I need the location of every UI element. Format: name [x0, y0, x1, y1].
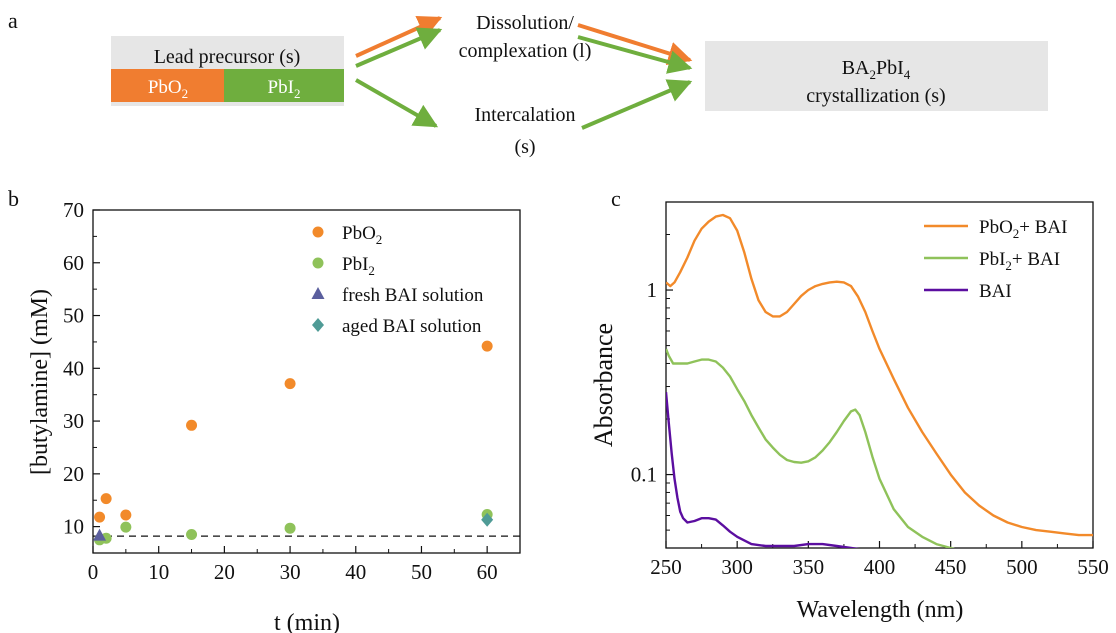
x-tick-label: 450 [935, 555, 967, 579]
panel-c-lines [666, 213, 1093, 548]
arrow-green-down [355, 78, 439, 128]
y-tick-label: 50 [63, 304, 84, 328]
arrow-green-to-product [577, 35, 693, 74]
pbi2-block [224, 69, 344, 102]
x-tick-label: 550 [1077, 555, 1109, 579]
legend-label-1: PbI2 [342, 254, 375, 278]
data-point-series-0 [481, 340, 493, 352]
legend-marker-3 [312, 318, 324, 332]
product-box [705, 41, 1048, 111]
legend-label-0: PbO2+ BAI [979, 217, 1067, 241]
legend-marker-0 [312, 226, 324, 238]
product-line2: crystallization (s) [806, 85, 945, 107]
panel-c-ylabel: Absorbance [589, 323, 618, 447]
y-tick-label: 30 [63, 409, 84, 433]
panel-b-points [93, 340, 494, 546]
arrow-orange-up [355, 15, 443, 58]
panel-b-ylabel: [butylamine] (mM) [27, 289, 53, 475]
series-line-0 [666, 213, 1093, 537]
legend-marker-1 [312, 257, 324, 269]
data-point-series-1 [186, 529, 198, 541]
y-tick-label: 0.1 [631, 463, 657, 487]
y-tick-label: 10 [63, 515, 84, 539]
legend-marker-2 [311, 287, 325, 299]
x-tick-label: 60 [477, 560, 498, 584]
legend-label-2: BAI [979, 281, 1012, 302]
data-point-series-0 [120, 509, 132, 521]
x-tick-label: 40 [345, 560, 366, 584]
data-point-series-1 [284, 522, 296, 534]
intercalation-line1: Intercalation [474, 104, 575, 126]
intercalation-line2: (s) [514, 136, 535, 158]
legend-label-2: fresh BAI solution [342, 285, 484, 306]
x-tick-label: 10 [148, 560, 169, 584]
panel-c-label: c [611, 186, 621, 211]
panel-b-label: b [8, 186, 19, 211]
arrow-green-up [355, 27, 443, 68]
dissolution-line2: complexation (l) [459, 40, 592, 62]
panel-c: c 250 300 350 400 450 500 550 0.1 1 Wavelength (… [589, 186, 1109, 623]
series-line-1 [666, 348, 956, 548]
legend-label-3: aged BAI solution [342, 316, 482, 337]
y-tick-label: 1 [647, 278, 658, 302]
y-tick-label: 40 [63, 356, 84, 380]
data-point-series-3 [481, 512, 494, 527]
data-point-series-0 [94, 511, 106, 523]
lead-precursor-title: Lead precursor (s) [154, 46, 301, 68]
legend-label-1: PbI2+ BAI [979, 249, 1060, 273]
data-point-series-1 [100, 532, 112, 544]
dissolution-line1: Dissolution/ [476, 12, 574, 34]
panel-b-xlabel: t (min) [274, 610, 340, 633]
y-tick-label: 20 [63, 462, 84, 486]
series-line-2 [666, 391, 860, 548]
x-tick-label: 50 [411, 560, 432, 584]
x-tick-label: 30 [280, 560, 301, 584]
x-tick-label: 400 [864, 555, 896, 579]
x-tick-label: 350 [793, 555, 825, 579]
x-tick-label: 300 [721, 555, 753, 579]
data-point-series-0 [100, 493, 112, 505]
panel-c-xlabel: Wavelength (nm) [797, 597, 964, 623]
data-point-series-2 [93, 528, 107, 541]
y-tick-label: 70 [63, 198, 84, 222]
panel-b-frame [92, 209, 521, 554]
data-point-series-0 [186, 419, 198, 431]
pbo2-block [111, 69, 224, 102]
panel-b-legend: PbO2 PbI2 fresh BAI solution aged BAI solut… [311, 223, 484, 337]
data-point-series-1 [120, 521, 132, 533]
panel-a-label: a [8, 8, 18, 33]
product-formula: BA2PbI4 [842, 57, 911, 82]
panel-a: a Lead precursor (s) PbO2 PbI2 Dissoluti… [8, 8, 1048, 158]
pbo2-label: PbO2 [148, 77, 188, 101]
x-tick-label: 20 [214, 560, 235, 584]
pbi2-label: PbI2 [268, 77, 301, 101]
y-tick-label: 60 [63, 251, 84, 275]
panel-c-ticks: 250 300 350 400 450 500 550 0.1 1 [631, 233, 1109, 579]
legend-label-0: PbO2 [342, 223, 382, 247]
x-tick-label: 250 [650, 555, 682, 579]
panel-c-legend: PbO2+ BAI PbI2+ BAI BAI [924, 217, 1067, 302]
arrow-intercalation-to-product [581, 79, 693, 130]
x-tick-label: 500 [1006, 555, 1038, 579]
data-point-series-0 [284, 378, 296, 390]
x-tick-label: 0 [88, 560, 99, 584]
